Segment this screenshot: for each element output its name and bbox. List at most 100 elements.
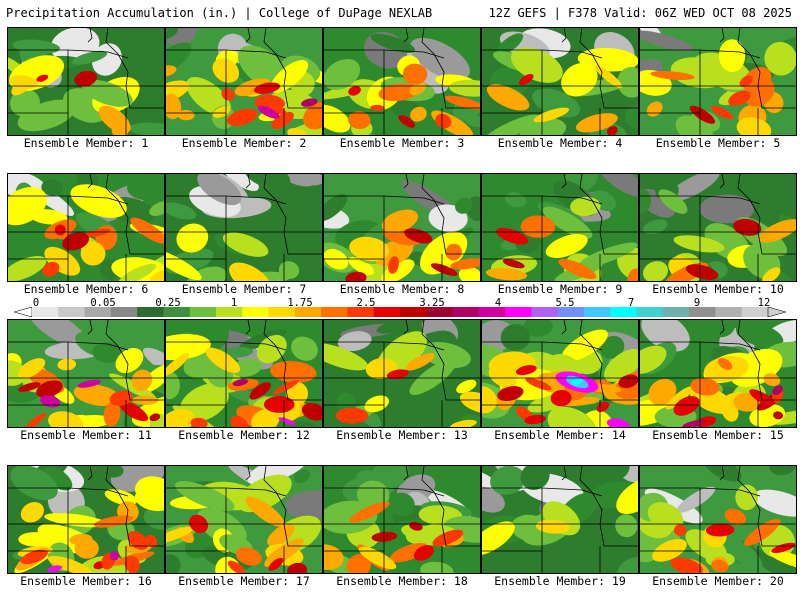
ensemble-member-map xyxy=(639,27,797,136)
precip-field xyxy=(324,28,480,135)
colorbar-swatch xyxy=(189,307,217,317)
ensemble-member-label: Ensemble Member: 7 xyxy=(181,282,307,296)
colorbar-swatch xyxy=(58,307,86,317)
precip-field xyxy=(166,174,322,281)
colorbar-swatch xyxy=(268,307,296,317)
precip-field xyxy=(324,174,480,281)
map-title: Precipitation Accumulation (in.) | Colle… xyxy=(6,6,433,20)
colorbar-swatch xyxy=(294,307,322,317)
precip-field xyxy=(640,466,796,573)
model-run-info: 12Z GEFS | F378 Valid: 06Z WED OCT 08 20… xyxy=(488,6,792,20)
ensemble-member-label: Ensemble Member: 19 xyxy=(494,574,626,588)
precip-field xyxy=(640,28,796,135)
colorbar-swatch xyxy=(636,307,664,317)
ensemble-member-map xyxy=(481,173,639,282)
precip-field xyxy=(482,28,638,135)
ensemble-member-label: Ensemble Member: 15 xyxy=(652,428,784,442)
precip-field xyxy=(640,320,796,427)
colorbar-tick-label: 7 xyxy=(627,297,635,309)
colorbar-swatch xyxy=(426,307,454,317)
ensemble-member-label: Ensemble Member: 3 xyxy=(339,136,465,150)
precip-field xyxy=(482,320,638,427)
colorbar-swatch xyxy=(110,307,138,317)
ensemble-member-map xyxy=(165,465,323,574)
colorbar-swatch xyxy=(610,307,638,317)
ensemble-member-label: Ensemble Member: 20 xyxy=(652,574,784,588)
colorbar-tick-label: 1 xyxy=(230,297,238,309)
ensemble-member-map xyxy=(639,465,797,574)
ensemble-member-map xyxy=(165,319,323,428)
colorbar-swatch xyxy=(400,307,427,317)
colorbar-swatch xyxy=(163,307,191,317)
colorbar-tick-label: 4 xyxy=(494,297,502,309)
colorbar-tick-label: 2.5 xyxy=(356,297,376,309)
colorbar-tick-label: 0.25 xyxy=(155,297,181,309)
ensemble-member-map xyxy=(7,319,165,428)
ensemble-member-label: Ensemble Member: 10 xyxy=(652,282,784,296)
colorbar-tick-label: 0.05 xyxy=(90,297,116,309)
colorbar-tick-label: 12 xyxy=(757,297,771,309)
precip-field xyxy=(166,320,322,427)
colorbar-swatch xyxy=(689,307,716,317)
ensemble-member-label: Ensemble Member: 6 xyxy=(23,282,149,296)
ensemble-member-map xyxy=(323,173,481,282)
precip-field xyxy=(166,466,322,573)
ensemble-member-label: Ensemble Member: 12 xyxy=(178,428,310,442)
colorbar-swatch xyxy=(32,307,59,317)
colorbar-swatch xyxy=(242,307,270,317)
colorbar-tick-label: 9 xyxy=(693,297,701,309)
colorbar-swatch xyxy=(505,307,532,317)
ensemble-member-label: Ensemble Member: 13 xyxy=(336,428,468,442)
colorbar-tick-label: 0 xyxy=(32,297,40,309)
ensemble-member-label: Ensemble Member: 17 xyxy=(178,574,310,588)
ensemble-member-label: Ensemble Member: 18 xyxy=(336,574,468,588)
ensemble-member-label: Ensemble Member: 4 xyxy=(497,136,623,150)
colorbar-tick-label: 1.75 xyxy=(287,297,313,309)
colorbar-low-arrow xyxy=(14,307,33,317)
ensemble-member-map xyxy=(7,173,165,282)
ensemble-member-label: Ensemble Member: 5 xyxy=(655,136,781,150)
colorbar-swatch xyxy=(84,307,112,317)
colorbar-swatch xyxy=(452,307,480,317)
ensemble-member-map xyxy=(481,27,639,136)
colorbar-swatch xyxy=(557,307,585,317)
ensemble-member-label: Ensemble Member: 8 xyxy=(339,282,465,296)
ensemble-member-map xyxy=(7,27,165,136)
ensemble-member-map xyxy=(481,319,639,428)
ensemble-member-map xyxy=(639,173,797,282)
precip-field xyxy=(482,174,638,281)
precip-field xyxy=(324,466,480,573)
precip-field xyxy=(8,466,164,573)
colorbar-swatch xyxy=(662,307,690,317)
ensemble-member-map xyxy=(165,173,323,282)
ensemble-member-map xyxy=(323,27,481,136)
colorbar-tick-label: 3.25 xyxy=(419,297,445,309)
precip-field xyxy=(8,320,164,427)
ensemble-member-label: Ensemble Member: 14 xyxy=(494,428,626,442)
colorbar-swatch xyxy=(373,307,401,317)
precip-field xyxy=(324,320,480,427)
colorbar-tick-label: 5.5 xyxy=(555,297,575,309)
ensemble-member-label: Ensemble Member: 9 xyxy=(497,282,623,296)
ensemble-member-map xyxy=(323,465,481,574)
ensemble-member-label: Ensemble Member: 11 xyxy=(20,428,152,442)
precip-field xyxy=(8,28,164,135)
ensemble-member-label: Ensemble Member: 16 xyxy=(20,574,152,588)
colorbar-swatch xyxy=(741,307,769,317)
colorbar-swatch xyxy=(216,307,243,317)
colorbar-swatch xyxy=(347,307,375,317)
ensemble-member-map xyxy=(323,319,481,428)
colorbar-swatch xyxy=(478,307,506,317)
ensemble-member-map xyxy=(7,465,165,574)
precip-field xyxy=(8,174,164,281)
colorbar-swatch xyxy=(137,307,164,317)
ensemble-member-label: Ensemble Member: 1 xyxy=(23,136,149,150)
colorbar-high-arrow xyxy=(767,307,786,317)
colorbar-swatch xyxy=(531,307,559,317)
color-scale-bar xyxy=(14,307,786,317)
ensemble-member-label: Ensemble Member: 2 xyxy=(181,136,307,150)
precip-field xyxy=(166,28,322,135)
precip-field xyxy=(482,466,638,573)
colorbar-swatch xyxy=(584,307,611,317)
colorbar-swatch xyxy=(715,307,743,317)
